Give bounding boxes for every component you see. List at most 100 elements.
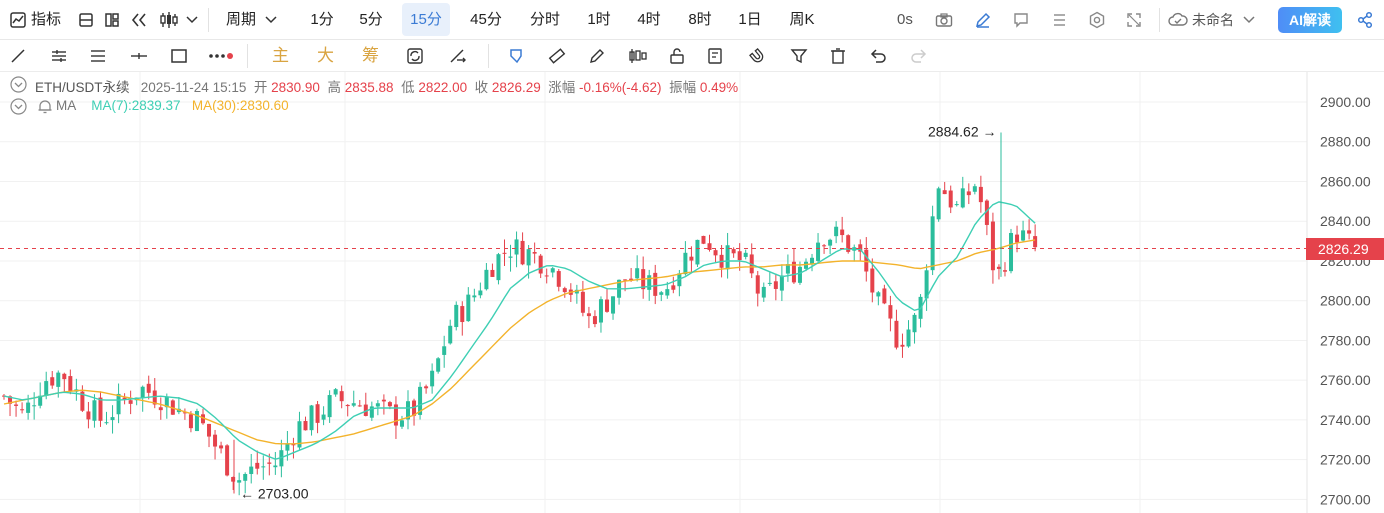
chevron-down-icon[interactable] [186, 15, 198, 25]
template-icon[interactable] [78, 12, 94, 28]
candle-body [86, 411, 91, 420]
parallel-lines-icon[interactable] [50, 48, 68, 64]
refresh-icon[interactable] [406, 47, 424, 65]
measure-icon[interactable] [548, 47, 566, 65]
list-icon[interactable] [1051, 12, 1067, 28]
open-label: 开 [253, 80, 268, 95]
period-15m[interactable]: 15分 [402, 3, 450, 36]
candle-body [966, 191, 971, 196]
period-4h[interactable]: 4时 [637, 11, 661, 28]
replay-icon[interactable] [130, 12, 148, 28]
candle-body [707, 243, 712, 250]
divider [488, 44, 489, 68]
candlestick-chart[interactable]: 2700.00 2720.00 2740.00 2760.00 2780.00 2800.… [0, 72, 1384, 513]
undo-icon[interactable] [868, 47, 888, 65]
period-dropdown[interactable]: 周期 [226, 11, 257, 28]
candle-body [605, 299, 609, 312]
pencil-icon[interactable] [588, 47, 606, 65]
period-1h[interactable]: 1时 [587, 11, 611, 28]
amplitude-label: 振幅 [669, 80, 697, 95]
swap-icon[interactable] [448, 47, 468, 65]
candle-body [56, 372, 61, 387]
bell-icon[interactable] [37, 99, 53, 114]
period-1d[interactable]: 1日 [738, 11, 762, 28]
drawing-toolbar: 主 大 筹 [0, 40, 1384, 72]
period-5m[interactable]: 5分 [359, 11, 383, 28]
candle-body [1021, 230, 1026, 241]
camera-icon[interactable] [935, 12, 953, 28]
note-icon[interactable] [707, 47, 725, 65]
collapse-icon[interactable] [10, 76, 27, 93]
settings-icon[interactable] [1088, 11, 1106, 29]
brush-icon[interactable] [508, 47, 526, 65]
period-1w[interactable]: 周K [789, 11, 815, 28]
layout-icon[interactable] [104, 12, 120, 28]
filter-icon[interactable] [790, 47, 808, 65]
candle-body [725, 245, 730, 270]
candle-body [1033, 236, 1038, 248]
candle-body [978, 186, 983, 203]
lock-icon[interactable] [668, 47, 686, 65]
candle-body [345, 404, 350, 407]
cross-line-icon[interactable] [130, 48, 148, 64]
candle-body [182, 412, 187, 414]
candle-body [68, 376, 73, 391]
candle-body [592, 316, 597, 325]
candle-body [990, 221, 995, 271]
chip-distribution-button[interactable]: 筹 [362, 46, 379, 65]
indicator-button[interactable]: 指标 [31, 11, 62, 28]
redo-icon[interactable] [909, 47, 929, 65]
candle-body [665, 289, 670, 296]
candle-body [490, 269, 495, 277]
period-timeline[interactable]: 分时 [529, 11, 560, 28]
period-8h[interactable]: 8时 [688, 11, 712, 28]
change-value: -0.16%(-4.62) [579, 80, 662, 95]
collapse-icon[interactable] [10, 98, 27, 115]
layout-name[interactable]: 未命名 [1192, 12, 1234, 28]
candle-body [213, 434, 218, 447]
rectangle-icon[interactable] [170, 48, 188, 64]
min-price-annotation: ← 2703.00 [240, 485, 309, 501]
period-45m[interactable]: 45分 [470, 11, 502, 28]
trend-line-icon[interactable] [10, 48, 26, 64]
candle-body [406, 401, 411, 420]
candle-icon[interactable] [628, 47, 648, 65]
fullscreen-icon[interactable] [1126, 12, 1142, 28]
candle-body [267, 462, 272, 464]
magnet-icon[interactable] [748, 47, 766, 65]
horizontal-lines-icon[interactable] [89, 48, 107, 64]
candle-body [683, 252, 688, 275]
low-label: 低 [401, 80, 415, 95]
ai-interpret-button[interactable]: AI解读 [1278, 7, 1342, 33]
candle-body [496, 254, 501, 281]
chart-type-icon[interactable] [159, 11, 179, 29]
candle-body [514, 239, 519, 255]
candle-body [743, 252, 748, 257]
indicator-icon[interactable] [10, 12, 26, 28]
period-1m[interactable]: 1分 [310, 11, 334, 28]
candle-body [116, 393, 121, 415]
candle-body [906, 329, 911, 347]
candle-body [858, 244, 863, 252]
main-force-button[interactable]: 主 [272, 46, 289, 65]
candle-body [381, 399, 386, 402]
share-icon[interactable] [1356, 11, 1374, 29]
candle-body [291, 444, 296, 446]
candle-body [424, 386, 429, 389]
big-order-button[interactable]: 大 [317, 46, 334, 65]
candle-body [954, 204, 959, 206]
chevron-down-icon[interactable] [265, 15, 277, 25]
candle-body [635, 268, 640, 279]
chevron-down-icon[interactable] [1243, 15, 1255, 25]
more-icon[interactable] [208, 50, 234, 62]
candle-body [1027, 230, 1032, 234]
pen-icon[interactable] [974, 11, 992, 29]
comment-icon[interactable] [1013, 12, 1029, 28]
cloud-icon[interactable] [1168, 12, 1188, 28]
candle-body [870, 268, 875, 293]
candle-body [960, 188, 965, 208]
candle-body [448, 325, 453, 344]
candle-body [225, 445, 230, 476]
trash-icon[interactable] [829, 47, 847, 65]
candle-body [110, 417, 115, 421]
